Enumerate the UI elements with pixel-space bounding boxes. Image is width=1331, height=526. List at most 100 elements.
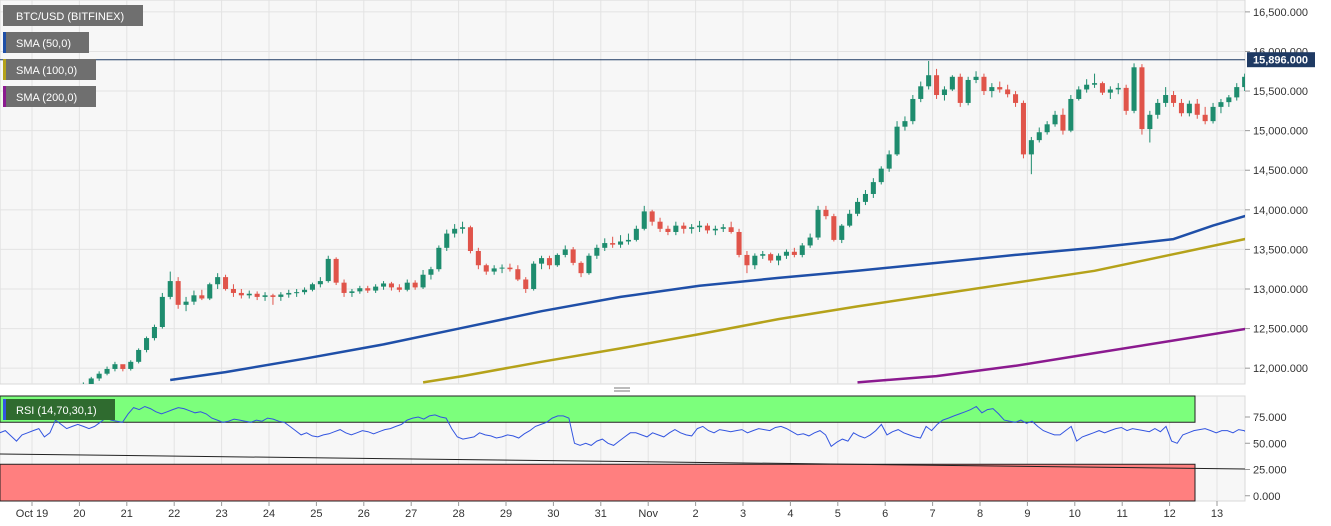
- candle-body: [467, 227, 473, 251]
- candle-body: [689, 227, 695, 229]
- time-tick-label: 22: [168, 508, 180, 520]
- candle-body: [768, 254, 774, 261]
- candle-body: [941, 89, 947, 96]
- candle-body: [847, 213, 853, 226]
- candle-body: [720, 227, 726, 229]
- candle-body: [128, 361, 134, 369]
- legend-sma200-background: [3, 86, 96, 107]
- candle-body: [870, 182, 876, 194]
- candle-body: [736, 231, 742, 255]
- candle-body: [1210, 106, 1216, 122]
- candle-body: [270, 295, 276, 297]
- candle-body: [1044, 124, 1050, 133]
- candle-body: [286, 292, 292, 295]
- time-tick-label: Oct 19: [16, 508, 48, 520]
- pane-resize-handle[interactable]: [610, 385, 634, 395]
- candle-body: [1123, 87, 1129, 111]
- candle-body: [965, 79, 971, 103]
- candle-body: [1226, 97, 1232, 103]
- candle-body: [483, 265, 489, 272]
- sma50-line: [170, 214, 1245, 382]
- candle-body: [317, 281, 323, 285]
- candle-body: [365, 288, 371, 291]
- candle-body: [886, 154, 892, 169]
- candle-body: [507, 267, 513, 270]
- candle-body: [562, 249, 568, 255]
- candle-body: [151, 326, 157, 339]
- candle-body: [949, 76, 955, 90]
- candle-body: [815, 209, 821, 238]
- candle-body: [199, 295, 205, 299]
- candle-body: [452, 228, 458, 234]
- candle-body: [957, 76, 963, 103]
- time-tick-label: 6: [882, 508, 888, 520]
- candle-body: [499, 267, 505, 269]
- candle-body: [349, 291, 355, 293]
- candle-body: [1020, 102, 1026, 155]
- candle-body: [159, 296, 165, 327]
- candle-body: [712, 228, 718, 231]
- candle-body: [744, 254, 750, 266]
- candle-body: [1076, 89, 1082, 99]
- candle-body: [641, 211, 647, 229]
- candle-body: [665, 228, 671, 232]
- candle-body: [989, 87, 995, 92]
- candle-body: [1115, 87, 1121, 90]
- legend-sma200[interactable]: SMA (200,0): [3, 86, 96, 107]
- candle-body: [1060, 114, 1066, 131]
- candle-body: [238, 292, 244, 296]
- candle-body: [104, 368, 110, 374]
- candles: [82, 60, 1255, 384]
- candle-body: [1107, 89, 1113, 93]
- candle-body: [578, 262, 584, 274]
- sma-lines: [170, 214, 1245, 384]
- candle-body: [697, 225, 703, 228]
- candle-body: [602, 243, 608, 248]
- candle-body: [918, 86, 924, 99]
- candle-body: [1186, 103, 1192, 114]
- rsi-tick-label: 0.000: [1253, 491, 1281, 503]
- candle-body: [278, 294, 284, 297]
- candle-body: [333, 258, 339, 283]
- candle-body: [1242, 76, 1245, 88]
- legend-sma50[interactable]: SMA (50,0): [3, 32, 89, 53]
- candle-body: [862, 193, 868, 202]
- candle-body: [618, 241, 624, 245]
- last-price-tag: 15,896.000: [1247, 52, 1315, 68]
- candle-body: [215, 277, 221, 285]
- candle-body: [1163, 95, 1169, 103]
- candle-body: [1028, 140, 1034, 155]
- candle-body: [839, 225, 845, 240]
- candle-body: [1099, 83, 1105, 93]
- candle-body: [704, 225, 710, 231]
- legend-symbol[interactable]: BTC/USD (BITFINEX): [3, 5, 143, 26]
- last-price-value: 15,896.000: [1253, 55, 1308, 67]
- candle-body: [807, 237, 813, 246]
- rsi-zones: [0, 395, 1196, 502]
- time-tick-label: 25: [310, 508, 322, 520]
- candle-body: [183, 301, 189, 305]
- candle-body: [357, 288, 363, 292]
- legend-sma100-background: [3, 59, 96, 80]
- candle-body: [112, 364, 118, 369]
- candle-body: [783, 251, 789, 256]
- rsi-line-group: [0, 405, 1245, 448]
- legend-rsi-label: RSI (14,70,30,1): [16, 405, 97, 417]
- candle-body: [981, 76, 987, 92]
- candle-body: [523, 279, 529, 289]
- candle-body: [1234, 87, 1240, 98]
- candle-body: [262, 295, 268, 297]
- rsi-tick-label: 25.000: [1253, 465, 1287, 477]
- time-tick-label: 5: [835, 508, 841, 520]
- rsi-line: [0, 405, 1245, 448]
- legend-sma100[interactable]: SMA (100,0): [3, 59, 96, 80]
- candle-body: [1131, 67, 1137, 111]
- candle-body: [1068, 98, 1074, 131]
- candle-body: [1218, 102, 1224, 107]
- candle-body: [120, 364, 126, 369]
- price-tick-label: 14,500.000: [1253, 165, 1308, 177]
- legend-rsi[interactable]: RSI (14,70,30,1): [3, 399, 115, 420]
- candle-body: [1250, 70, 1255, 76]
- time-tick-label: 21: [121, 508, 133, 520]
- rsi-trendline: [0, 453, 1246, 470]
